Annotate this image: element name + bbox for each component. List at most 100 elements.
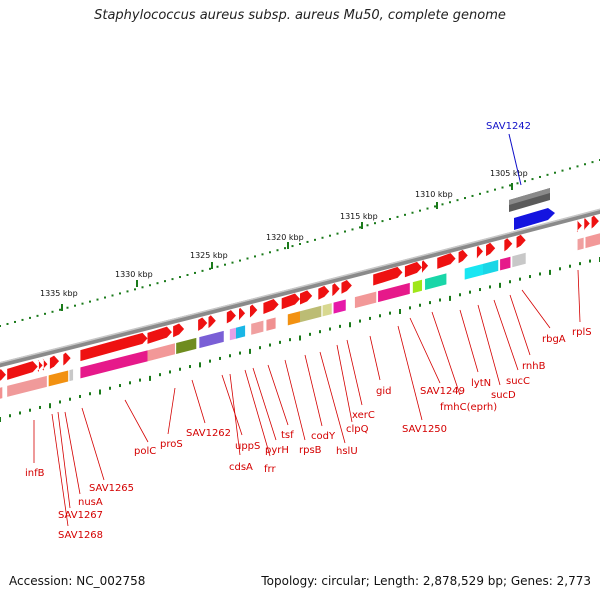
forward-gene[interactable] <box>516 234 526 249</box>
gene-label-lytn[interactable]: lytN <box>471 378 491 389</box>
forward-gene[interactable] <box>281 293 300 310</box>
reverse-gene[interactable] <box>176 337 197 354</box>
gene-label-hslu[interactable]: hslU <box>336 446 358 457</box>
reverse-gene[interactable] <box>147 343 175 362</box>
gene-label-clpq[interactable]: clpQ <box>346 424 369 435</box>
forward-gene[interactable] <box>341 280 352 294</box>
reverse-gene[interactable] <box>287 311 300 326</box>
gene-label-rnhb[interactable]: rnhB <box>522 361 546 372</box>
forward-gene[interactable] <box>173 323 185 338</box>
reverse-gene[interactable] <box>0 387 3 400</box>
reverse-gene[interactable] <box>425 273 447 290</box>
forward-gene[interactable] <box>584 217 590 231</box>
reverse-gene[interactable] <box>69 369 74 382</box>
inner-track-dot <box>239 351 241 355</box>
inner-track-dot <box>379 314 381 318</box>
forward-gene[interactable] <box>591 215 599 229</box>
forward-gene[interactable] <box>422 260 429 273</box>
gene-label-xerc[interactable]: xerC <box>352 410 375 421</box>
forward-gene[interactable] <box>208 315 216 329</box>
forward-gene[interactable] <box>373 266 403 286</box>
gene-label-sav1262[interactable]: SAV1262 <box>186 428 231 439</box>
gene-label-gid[interactable]: gid <box>376 386 391 397</box>
reverse-gene[interactable] <box>300 305 322 323</box>
scale-dot <box>134 288 136 291</box>
reverse-gene[interactable] <box>378 282 410 303</box>
gene-label-succ[interactable]: sucC <box>506 376 530 387</box>
forward-gene[interactable] <box>318 285 330 300</box>
scale-dot <box>351 228 354 231</box>
reverse-gene[interactable] <box>585 232 600 249</box>
forward-gene[interactable] <box>437 253 456 269</box>
forward-gene[interactable] <box>576 220 582 233</box>
forward-gene[interactable] <box>80 332 148 362</box>
gene-label-sucd[interactable]: sucD <box>491 390 516 401</box>
gene-label-sav1268[interactable]: SAV1268 <box>58 530 103 541</box>
gene-label-sav1250[interactable]: SAV1250 <box>402 424 447 435</box>
reverse-gene[interactable] <box>500 256 511 271</box>
forward-gene[interactable] <box>300 290 313 305</box>
reverse-gene[interactable] <box>333 299 346 314</box>
reverse-gene[interactable] <box>251 320 264 335</box>
gene-label-upps[interactable]: uppS <box>235 441 260 452</box>
gene-label-rpls[interactable]: rplS <box>572 327 592 338</box>
forward-gene[interactable] <box>476 245 483 259</box>
reverse-gene[interactable] <box>512 252 526 268</box>
forward-gene[interactable] <box>49 355 60 369</box>
gene-label-polc[interactable]: polC <box>134 446 156 457</box>
forward-gene[interactable] <box>239 307 246 321</box>
reverse-gene[interactable] <box>48 370 69 387</box>
forward-gene[interactable] <box>404 261 422 278</box>
scale-major-tick <box>61 304 63 311</box>
forward-gene[interactable] <box>147 326 172 344</box>
reverse-gene[interactable] <box>354 291 377 309</box>
gene-label-nusa[interactable]: nusA <box>78 497 103 508</box>
forward-gene[interactable] <box>504 238 513 252</box>
gene-label-sav1267[interactable]: SAV1267 <box>58 510 103 521</box>
gene-label-sav1242[interactable]: SAV1242 <box>486 121 531 132</box>
forward-gene[interactable] <box>226 310 236 324</box>
reverse-gene[interactable] <box>483 259 499 275</box>
gene-label-cody[interactable]: codY <box>311 431 336 442</box>
gene-label-tsf[interactable]: tsf <box>281 430 294 441</box>
forward-gene[interactable] <box>37 359 43 372</box>
gene-label-fmhc[interactable]: fmhC(eprh) <box>440 402 497 413</box>
scale-dot <box>36 314 39 317</box>
forward-gene[interactable] <box>198 317 208 331</box>
gene-label-cdsa[interactable]: cdsA <box>229 462 253 473</box>
reverse-gene[interactable] <box>229 327 236 341</box>
forward-gene[interactable] <box>332 283 340 297</box>
gene-label-pros[interactable]: proS <box>160 439 183 450</box>
genome-stats-footer: Topology: circular; Length: 2,878,529 bp… <box>261 574 591 588</box>
tick-label-1330: 1330 kbp <box>115 270 153 279</box>
gene-blue-arrow[interactable] <box>514 208 555 230</box>
reverse-gene[interactable] <box>199 330 224 349</box>
forward-gene[interactable] <box>458 249 468 264</box>
forward-gene[interactable] <box>263 299 279 314</box>
reverse-gene[interactable] <box>80 350 148 379</box>
gene-label-sav1249[interactable]: SAV1249 <box>420 386 465 397</box>
reverse-gene[interactable] <box>464 263 483 280</box>
scale-dot <box>531 178 534 181</box>
reverse-gene[interactable] <box>577 237 584 251</box>
gene-label-pyrh[interactable]: pyrH <box>265 445 289 456</box>
reverse-gene[interactable] <box>322 303 332 317</box>
forward-gene[interactable] <box>0 369 6 383</box>
reverse-gene[interactable] <box>7 375 47 397</box>
gene-label-infb[interactable]: infB <box>25 468 45 479</box>
forward-gene[interactable] <box>486 242 496 257</box>
gene-label-sav1265[interactable]: SAV1265 <box>89 483 134 494</box>
scale-dot <box>179 276 181 279</box>
forward-gene[interactable] <box>249 304 258 318</box>
forward-gene[interactable] <box>63 352 71 366</box>
forward-gene[interactable] <box>42 358 48 371</box>
gene-label-frr[interactable]: frr <box>264 464 276 475</box>
gene-label-rbga[interactable]: rbgA <box>542 334 566 345</box>
reverse-gene[interactable] <box>266 317 276 331</box>
forward-gene[interactable] <box>7 361 38 380</box>
inner-track-dot <box>59 400 61 404</box>
scale-dot <box>284 247 286 250</box>
reverse-gene[interactable] <box>235 325 246 339</box>
gene-label-rpsb[interactable]: rpsB <box>299 445 322 456</box>
reverse-gene[interactable] <box>412 279 422 294</box>
